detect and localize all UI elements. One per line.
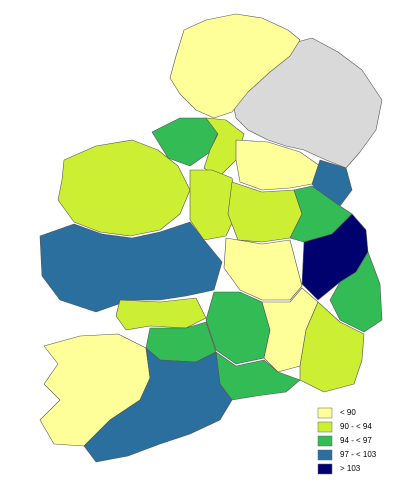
county (39, 221, 223, 313)
legend-label: < 90 (340, 408, 356, 417)
legend: < 90 90 - < 94 94 - < 97 97 - < 103 > 103 (317, 407, 377, 475)
legend-swatch (317, 421, 333, 433)
legend-label: 94 - < 97 (340, 436, 372, 445)
county (235, 139, 321, 191)
legend-label: > 103 (340, 464, 361, 473)
county (329, 251, 383, 333)
legend-label: 97 - < 103 (340, 450, 377, 459)
county (169, 13, 301, 119)
legend-swatch (317, 435, 333, 447)
county (223, 237, 303, 301)
legend-swatch (317, 449, 333, 461)
legend-swatch (317, 463, 333, 475)
county (57, 139, 191, 237)
county-layer (39, 13, 383, 463)
county (83, 347, 233, 463)
county (227, 181, 303, 243)
county (299, 301, 365, 393)
county (145, 321, 217, 363)
legend-swatch (317, 407, 333, 419)
legend-label: 90 - < 94 (340, 422, 372, 431)
county (115, 297, 207, 331)
